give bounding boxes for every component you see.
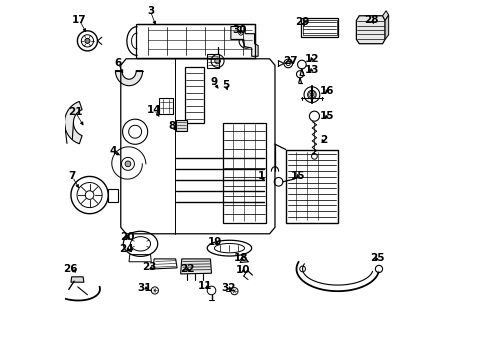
Polygon shape (64, 102, 82, 144)
Text: 31: 31 (137, 283, 152, 293)
Text: 30: 30 (231, 25, 246, 35)
Text: 10: 10 (235, 265, 249, 275)
Text: 14: 14 (146, 105, 161, 115)
Text: 19: 19 (207, 237, 222, 247)
Polygon shape (384, 15, 388, 40)
Text: 8: 8 (168, 121, 175, 131)
Text: 15: 15 (290, 171, 305, 181)
Text: 23: 23 (142, 262, 156, 272)
Text: 1: 1 (258, 171, 265, 181)
Polygon shape (180, 259, 211, 274)
Text: 4: 4 (109, 146, 116, 156)
Text: 27: 27 (283, 56, 297, 66)
Polygon shape (356, 16, 384, 44)
Text: 28: 28 (364, 15, 378, 26)
Polygon shape (214, 58, 220, 64)
Text: 13: 13 (304, 64, 319, 75)
Text: 3: 3 (146, 6, 154, 17)
Text: 29: 29 (295, 17, 309, 27)
Polygon shape (115, 71, 142, 86)
Text: 21: 21 (68, 107, 82, 117)
Text: 16: 16 (319, 86, 333, 96)
Polygon shape (176, 120, 187, 131)
Text: 2: 2 (319, 135, 326, 145)
Text: 7: 7 (68, 171, 76, 181)
Polygon shape (125, 161, 131, 167)
Polygon shape (85, 39, 90, 43)
Text: 5: 5 (222, 80, 229, 90)
Polygon shape (230, 27, 258, 56)
Text: 18: 18 (233, 253, 247, 263)
Text: 25: 25 (369, 253, 384, 263)
Text: 6: 6 (114, 58, 122, 68)
Text: 20: 20 (120, 232, 134, 242)
Text: 15: 15 (319, 111, 333, 121)
Polygon shape (71, 277, 83, 282)
Text: 17: 17 (72, 15, 87, 26)
Text: 22: 22 (180, 264, 194, 274)
Polygon shape (382, 11, 388, 21)
Text: 32: 32 (221, 283, 235, 293)
Text: 26: 26 (63, 264, 78, 274)
Text: 12: 12 (304, 54, 319, 64)
Text: 11: 11 (198, 281, 212, 291)
Text: 24: 24 (120, 244, 134, 254)
Text: 9: 9 (210, 77, 217, 87)
